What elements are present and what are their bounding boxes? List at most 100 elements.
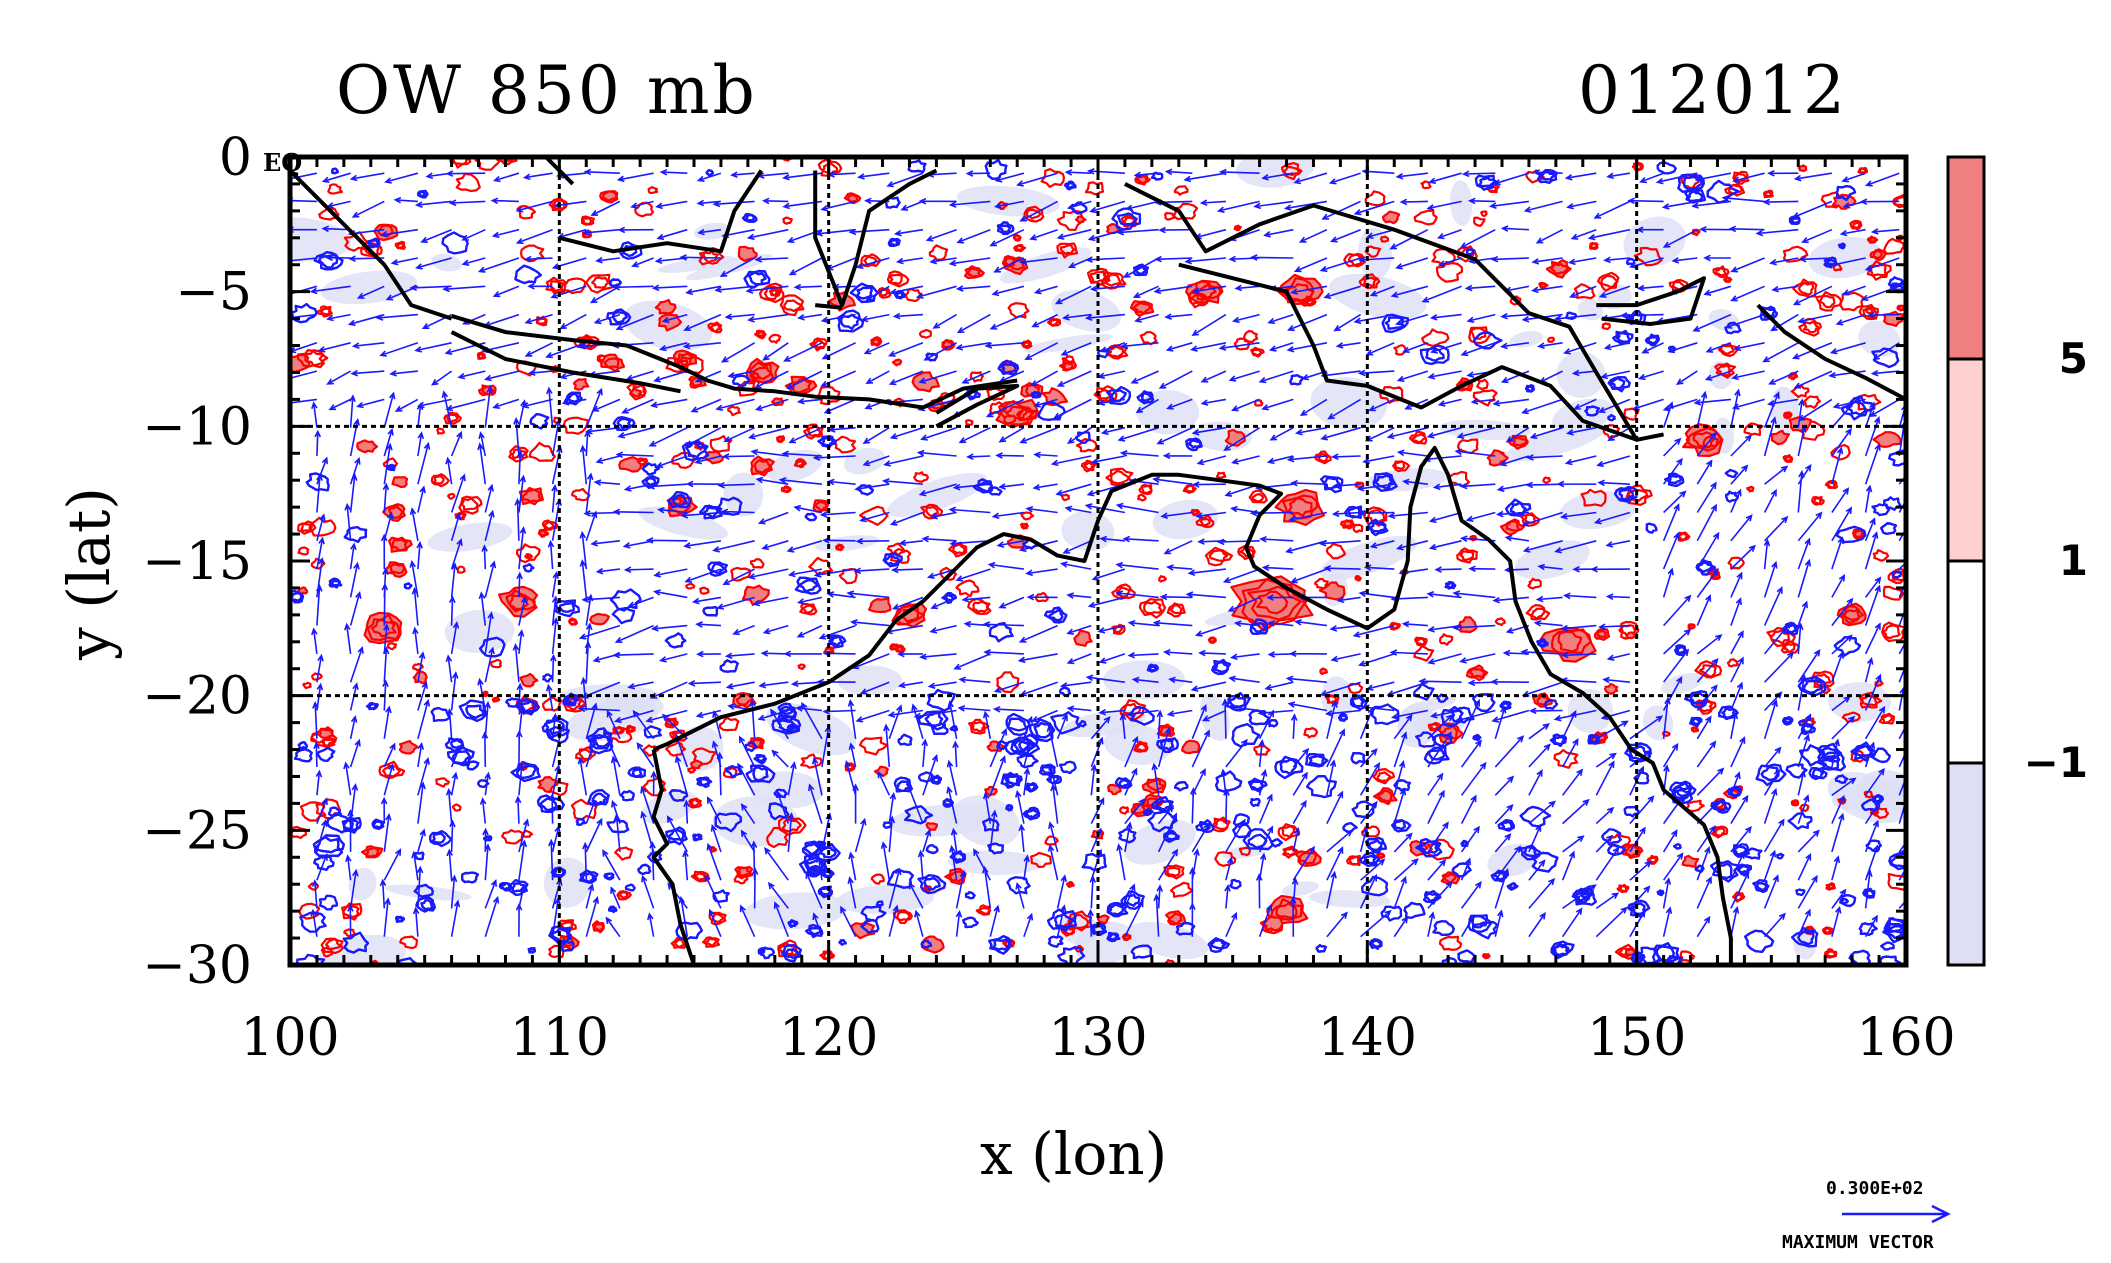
wind-vector-arrow bbox=[1762, 198, 1799, 206]
positive-ow-contour bbox=[1413, 209, 1438, 226]
positive-ow-contour bbox=[801, 604, 816, 614]
wind-vector-arrow bbox=[860, 313, 890, 323]
positive-ow-contour bbox=[1550, 263, 1569, 275]
positive-ow-contour bbox=[693, 871, 708, 882]
wind-vector-arrow bbox=[1792, 285, 1833, 306]
wind-vector-arrow bbox=[1859, 198, 1900, 206]
negative-ow-contour bbox=[1210, 939, 1227, 950]
wind-vector-arrow bbox=[383, 442, 393, 485]
wind-vector-arrow bbox=[1393, 858, 1419, 881]
positive-ow-contour bbox=[1573, 283, 1596, 300]
wind-vector-arrow bbox=[984, 342, 1024, 349]
wind-vector-arrow bbox=[1353, 200, 1395, 216]
wind-vector-arrow bbox=[857, 172, 890, 180]
wind-vector-arrow bbox=[649, 398, 688, 409]
negative-ow-contour bbox=[1584, 405, 1601, 417]
wind-vector-arrow bbox=[1770, 313, 1799, 332]
positive-ow-contour bbox=[1049, 318, 1060, 327]
wind-vector-arrow bbox=[590, 200, 621, 216]
wind-vector-arrow bbox=[1831, 573, 1846, 598]
wind-vector-arrow bbox=[981, 865, 992, 909]
wind-vector-arrow bbox=[783, 342, 823, 362]
wind-vector-arrow bbox=[514, 497, 522, 541]
wind-vector-arrow bbox=[1662, 503, 1680, 542]
positive-ow-contour bbox=[755, 330, 766, 338]
map-date-label: 012012 bbox=[1578, 52, 1848, 129]
positive-ow-contour bbox=[1818, 294, 1836, 309]
wind-vector-arrow bbox=[1426, 591, 1462, 599]
wind-vector-arrow bbox=[351, 200, 385, 218]
wind-vector-arrow bbox=[1696, 845, 1711, 881]
wind-vector-arrow bbox=[989, 809, 998, 852]
wind-vector-arrow bbox=[1520, 648, 1563, 656]
wind-vector-arrow bbox=[512, 643, 520, 683]
wind-vector-arrow bbox=[918, 197, 957, 205]
negative-ow-contour bbox=[1156, 737, 1179, 753]
negative-ow-contour bbox=[1668, 474, 1682, 485]
wind-vector-arrow bbox=[788, 426, 823, 444]
wind-vector-arrow bbox=[1066, 200, 1092, 210]
wind-vector-arrow bbox=[1018, 823, 1026, 852]
wind-vector-arrow bbox=[1228, 370, 1260, 382]
wind-vector-arrow bbox=[1090, 763, 1098, 796]
wind-vector-arrow bbox=[1293, 257, 1328, 273]
negative-ow-contour bbox=[702, 606, 719, 617]
wind-vector-arrow bbox=[524, 342, 553, 357]
wind-vector-arrow bbox=[1528, 707, 1563, 715]
positive-ow-contour bbox=[1519, 512, 1541, 527]
wind-vector-arrow bbox=[1365, 342, 1395, 356]
positive-ow-contour bbox=[709, 435, 733, 453]
positive-ow-contour bbox=[394, 240, 406, 250]
wind-vector-arrow bbox=[1731, 370, 1765, 381]
positive-ow-contour bbox=[1342, 520, 1353, 528]
negative-ow-contour bbox=[717, 496, 743, 516]
positive-ow-contour bbox=[948, 870, 965, 883]
wind-vector-arrow bbox=[1567, 257, 1597, 266]
wind-vector-arrow bbox=[514, 795, 522, 824]
positive-ow-contour bbox=[1790, 384, 1810, 399]
wind-vector-arrow bbox=[1835, 313, 1866, 326]
wind-vector-arrow bbox=[1528, 743, 1551, 768]
wind-vector-arrow bbox=[745, 285, 789, 294]
negative-ow-contour bbox=[1787, 812, 1813, 830]
positive-ow-contour bbox=[886, 542, 906, 557]
wind-vector-arrow bbox=[1360, 748, 1378, 768]
coastline bbox=[558, 169, 763, 254]
wind-vector-arrow bbox=[1696, 390, 1708, 428]
wind-vector-arrow bbox=[716, 751, 724, 796]
wind-vector-arrow bbox=[1160, 511, 1193, 520]
wind-vector-arrow bbox=[579, 559, 588, 598]
wind-vector-arrow bbox=[1561, 850, 1575, 881]
positive-ow-contour bbox=[1347, 682, 1364, 694]
wind-vector-arrow bbox=[347, 904, 354, 937]
positive-ow-contour bbox=[905, 288, 923, 303]
negative-ow-contour bbox=[429, 830, 453, 848]
wind-vector-arrow bbox=[313, 741, 320, 768]
wind-vector-arrow bbox=[1699, 225, 1731, 233]
negative-ow-contour bbox=[895, 780, 912, 792]
negative-ow-contour bbox=[744, 213, 755, 222]
wind-vector-arrow bbox=[820, 200, 856, 212]
wind-vector-arrow bbox=[922, 753, 939, 796]
wind-vector-arrow bbox=[1225, 738, 1248, 768]
positive-ow-contour bbox=[1021, 339, 1033, 350]
negative-ow-contour bbox=[431, 832, 446, 844]
wind-vector-arrow bbox=[1429, 313, 1462, 321]
wind-vector-arrow bbox=[1898, 724, 1906, 740]
negative-ow-contour bbox=[1795, 888, 1806, 896]
wind-vector-arrow bbox=[1662, 531, 1680, 570]
positive-ow-contour bbox=[1811, 496, 1825, 506]
wind-vector-arrow bbox=[1641, 342, 1664, 354]
wind-vector-arrow bbox=[929, 257, 957, 265]
wind-vector-arrow bbox=[888, 704, 903, 740]
wind-vector-arrow bbox=[615, 313, 654, 331]
wind-vector-arrow bbox=[1460, 881, 1482, 909]
negative-ow-contour bbox=[1657, 890, 1664, 895]
positive-ow-contour bbox=[447, 492, 456, 500]
wind-vector-arrow bbox=[1831, 487, 1850, 513]
negative-ow-contour bbox=[1469, 915, 1488, 929]
wind-vector-arrow bbox=[1090, 797, 1105, 824]
positive-ow-contour bbox=[665, 357, 689, 373]
wind-vector-arrow bbox=[1131, 676, 1159, 684]
wind-vector-arrow bbox=[1116, 228, 1159, 236]
